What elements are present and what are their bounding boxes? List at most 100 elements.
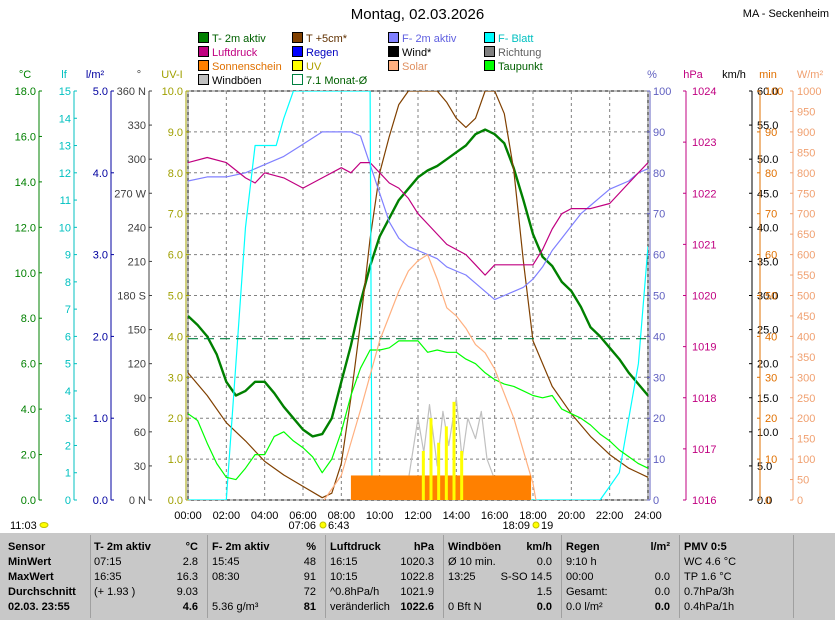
summary-table: Sensor T- 2m aktiv °C F- 2m aktiv% Luftdruck… [0,533,835,620]
legend-item: Regen [292,46,338,59]
legend-item: F- Blatt [484,32,533,45]
table-cell: S-SO 14.5 [500,571,552,583]
axis-unit: min [759,69,777,81]
table-divider [325,535,326,618]
table-cell: 1022.6 [400,601,434,613]
axis-tick-label: 18.0 [15,86,36,98]
axis-tick-label: 50 [765,291,777,303]
axis-tick-label: 240 [128,222,146,234]
table-cell: 16.3 [176,571,198,583]
axis-tick-label: 90 [134,393,146,405]
axis-tick-label: 950 [797,106,815,118]
axis-tick-label: 200 [797,413,815,425]
legend-swatch [198,60,209,71]
sunrise-icon [319,521,327,529]
table-cell: l/m² [650,541,670,553]
axis-tick-label: 0.0 [757,495,772,507]
axis-tick-label: 30 [765,372,777,384]
axis-tick-label: 90 [653,127,665,139]
legend-swatch [388,46,399,57]
axis-tick-label: 1 [65,468,71,480]
table-divider [561,535,562,618]
axis-tick-label: 0.0 [93,495,108,507]
axis-tick-label: 10 [59,222,71,234]
legend-swatch [292,32,303,43]
legend-swatch [292,46,303,57]
axis-tick-label: 15.0 [757,393,778,405]
legend-swatch [388,32,399,43]
axis-tick-label: 40 [765,331,777,343]
axis-tick-label: 30.0 [757,291,778,303]
table-cell: 2.8 [182,556,198,568]
axis-tick-label: 6.0 [21,359,36,371]
table-cell: 5.36 g/m³ [212,601,259,613]
axis-tick-label: 120 [128,359,146,371]
table-cell: 9:10 h [566,556,597,568]
axis-tick-label: 10.0 [757,427,778,439]
axis-tick-label: 15 [59,86,71,98]
axis-tick-label: 40 [653,331,665,343]
axis-tick-label: 150 [797,434,815,446]
series-f-blatt [188,91,648,500]
axis-tick-label: 1020 [692,291,716,303]
series-solar [323,254,537,500]
table-divider [207,535,208,618]
legend-swatch [292,60,303,71]
axis-tick-label: 16.0 [15,131,36,143]
axis-tick-label: 55.0 [757,120,778,132]
table-cell: (+ 1.93 ) [94,586,136,598]
axis-tick-label: 1021 [692,239,716,251]
table-cell: 0.0 [654,586,670,598]
weather-chart: 0.02.04.06.08.010.012.014.016.018.0°C012… [10,69,823,532]
axis-tick-label: 10 [653,454,665,466]
table-cell: Sensor [8,541,46,553]
uv-bar [452,401,456,500]
legend-label: Sonnenschein [212,61,282,73]
table-cell: 0.7hPa/3h [684,586,735,598]
axis-tick-label: 4.0 [168,331,183,343]
table-cell: 10:15 [330,571,358,583]
legend-label: Luftdruck [212,47,258,59]
axis-tick-label: 10 [765,454,777,466]
legend-label: UV [306,61,322,73]
axis-unit: l/m² [86,69,105,81]
legend-item: Luftdruck [198,46,257,59]
axis-tick-label: 12 [59,168,71,180]
legend-item: UV [292,60,321,73]
legend-label: Wind* [402,47,432,59]
axis-tick-label: 5.0 [93,86,108,98]
x-tick-label: 10:00 [366,510,394,522]
table-cell: Gesamt: [566,586,608,598]
table-cell: 9.03 [176,586,198,598]
legend-item: Richtung [484,46,541,59]
uv-bar [429,418,433,500]
table-cell: 0.4hPa/1h [684,601,735,613]
x-tick-label: 22:00 [596,510,624,522]
axis-tick-label: 35.0 [757,256,778,268]
legend-label: Windböen [212,75,262,87]
table-cell: Regen [566,541,600,553]
axis-tick-label: 210 [128,256,146,268]
uv-bar [421,450,425,500]
axis-tick-label: 80 [765,168,777,180]
table-cell: Ø 10 min. [448,556,496,568]
legend-label: F- 2m aktiv [402,33,457,45]
axis-tick-label: 60.0 [757,86,778,98]
legend-label: F- Blatt [498,33,534,45]
axis-tick-label: 9 [65,250,71,262]
table-cell: Luftdruck [330,541,381,553]
axis-tick-label: 4.0 [21,404,36,416]
x-tick-label: 04:00 [251,510,279,522]
sunrise-sun-label: 6:43 [328,520,349,532]
axis-tick-label: 180 S [117,291,146,303]
axis-tick-label: 7 [65,304,71,316]
axis-tick-label: 90 [765,127,777,139]
uv-bar [444,426,448,500]
axis-tick-label: 3.0 [93,250,108,262]
axis-tick-label: 14.0 [15,177,36,189]
axis-tick-label: 650 [797,229,815,241]
legend-item: F- 2m aktiv [388,32,456,45]
x-tick-label: 02:00 [213,510,241,522]
axis-tick-label: 7.0 [168,209,183,221]
table-cell: 1020.3 [400,556,434,568]
